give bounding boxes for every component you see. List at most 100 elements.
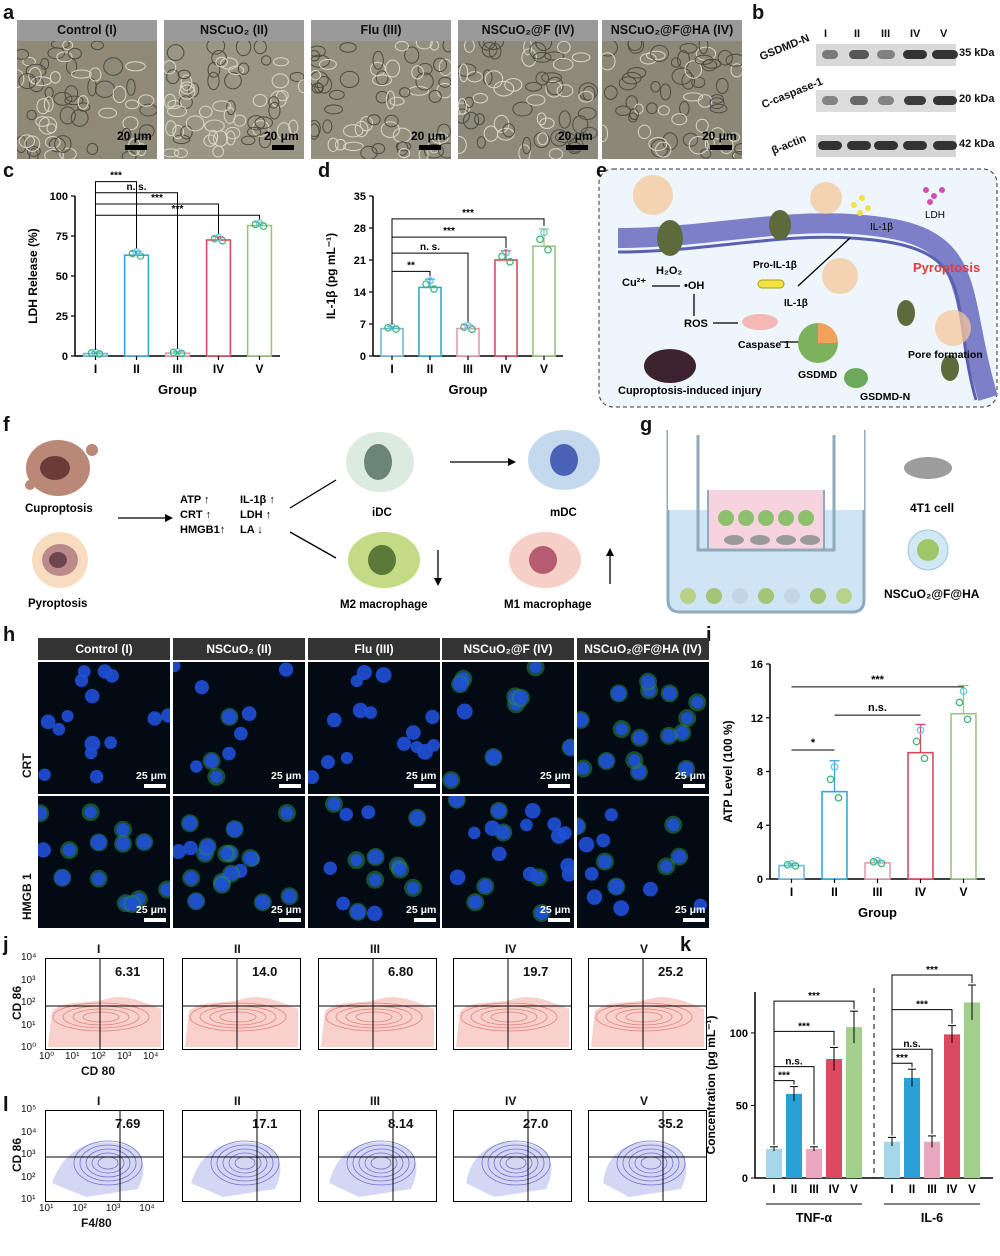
- particle-3: [822, 258, 858, 294]
- cell-outline: [343, 141, 364, 152]
- data-point: [426, 277, 434, 285]
- fluorescence-scale-label: 25 μm: [136, 904, 167, 916]
- marker-crt: CRT ↑: [180, 509, 211, 521]
- nucleus: [224, 866, 239, 881]
- nucleus: [659, 860, 673, 873]
- data-point: [95, 350, 104, 358]
- nucleus: [478, 879, 493, 894]
- nucleus: [547, 817, 562, 832]
- cell-outline: [226, 100, 236, 116]
- cell-outline: [125, 99, 140, 110]
- label-pore: Pore formation: [908, 349, 983, 361]
- flow-x-label: CD 80: [81, 1064, 116, 1078]
- fluorescence-scale-bar: [279, 784, 301, 788]
- contour-line: [487, 1144, 545, 1182]
- scale-bar: [419, 145, 441, 150]
- cell-outline: [185, 115, 205, 132]
- sig-bracket: [773, 1000, 855, 1145]
- nucleus: [491, 846, 507, 862]
- nucleus: [662, 686, 677, 701]
- y-tick-label: 21: [354, 255, 366, 267]
- cell-outline: [695, 118, 709, 133]
- cell-outline: [646, 50, 666, 61]
- flow-x-tick: 10²: [91, 1051, 106, 1062]
- contour-line: [325, 1002, 423, 1032]
- cell-outline: [207, 61, 221, 78]
- contour-density: [466, 1142, 552, 1197]
- bar-III: [864, 862, 891, 880]
- flow-y-tick: 10³: [21, 1149, 36, 1160]
- data-point: [912, 737, 921, 746]
- cell-outline: [89, 67, 102, 82]
- panel-g-transwell: 4T1 cell NSCuO₂@F@HA: [666, 430, 980, 614]
- cell-outline: [529, 42, 547, 60]
- bar-II: [123, 254, 150, 357]
- bar-IV: [494, 259, 518, 357]
- sig-label: ***: [916, 1000, 928, 1011]
- x-tick-label: V: [540, 362, 548, 376]
- cell-outline: [327, 137, 339, 152]
- y-tick-label: 16: [751, 659, 763, 671]
- x-tick-label: IV: [915, 885, 926, 899]
- nucleus: [340, 751, 353, 764]
- contour-line: [222, 1148, 268, 1178]
- contour-line: [490, 1011, 528, 1023]
- bar-IL-6-V: [964, 1002, 980, 1178]
- flow-group-label: II: [234, 942, 241, 956]
- cell-outline: [138, 94, 155, 107]
- cell-outline: [493, 80, 515, 97]
- micrograph-header: Flu (III): [311, 20, 451, 41]
- particle-2: [810, 182, 842, 214]
- fluorescence-scale-bar: [683, 918, 705, 922]
- nucleus: [596, 833, 611, 848]
- sig-label: ***: [151, 193, 163, 204]
- cell-outline: [225, 126, 241, 140]
- flow-y-label: CD 86: [10, 985, 24, 1020]
- nucleus: [40, 714, 56, 730]
- nucleus: [375, 667, 392, 683]
- lane-label-i: I: [824, 28, 828, 40]
- nucleus: [90, 834, 107, 851]
- flow-plot: [453, 958, 572, 1050]
- flow-x-tick: 10²: [72, 1203, 87, 1214]
- flow-group-label: I: [97, 1094, 101, 1108]
- cell-outline: [86, 142, 99, 155]
- cell-outline: [578, 90, 594, 103]
- nucleus: [226, 821, 243, 838]
- cell-outline: [26, 145, 41, 157]
- panel-letter-k: k: [680, 934, 692, 956]
- cell-outline: [478, 41, 496, 51]
- cell-outline: [415, 72, 434, 91]
- cell-outline: [342, 124, 364, 138]
- marker-atp: ATP ↑: [180, 494, 210, 506]
- cell-outline: [462, 111, 480, 130]
- nucleus: [560, 857, 574, 874]
- cell-outline: [728, 132, 740, 143]
- panel-e-schematic: IL-1β LDH Pyroptosis Cu²⁺ H₂O₂ •OH ROS P…: [598, 168, 998, 408]
- cell-outline: [535, 71, 550, 86]
- nucleus: [84, 735, 101, 752]
- flow-group-label: IV: [505, 1094, 517, 1108]
- flow-percentage: 27.0: [523, 1116, 549, 1131]
- nucleus: [38, 768, 51, 781]
- sig-label: ***: [798, 1021, 810, 1032]
- cell-outline: [324, 104, 344, 115]
- data-point: [830, 763, 839, 771]
- cell-outline: [398, 147, 411, 159]
- blot-band: [818, 141, 842, 150]
- blot-band: [933, 96, 957, 105]
- nucleus: [38, 806, 47, 821]
- sig-label: *: [811, 737, 816, 749]
- cell-outline: [18, 134, 36, 148]
- micrograph-image: [164, 41, 304, 159]
- hmgb1-image: [38, 796, 170, 928]
- sig-label: ***: [926, 965, 938, 976]
- sig-label: ***: [778, 1071, 790, 1082]
- contour-line: [634, 1152, 668, 1174]
- x-tick-label: V: [959, 885, 967, 899]
- cell-outline: [385, 59, 401, 78]
- cell-outline: [433, 57, 448, 73]
- fluorescence-scale-label: 25 μm: [675, 904, 706, 916]
- insert-wall: [696, 435, 836, 552]
